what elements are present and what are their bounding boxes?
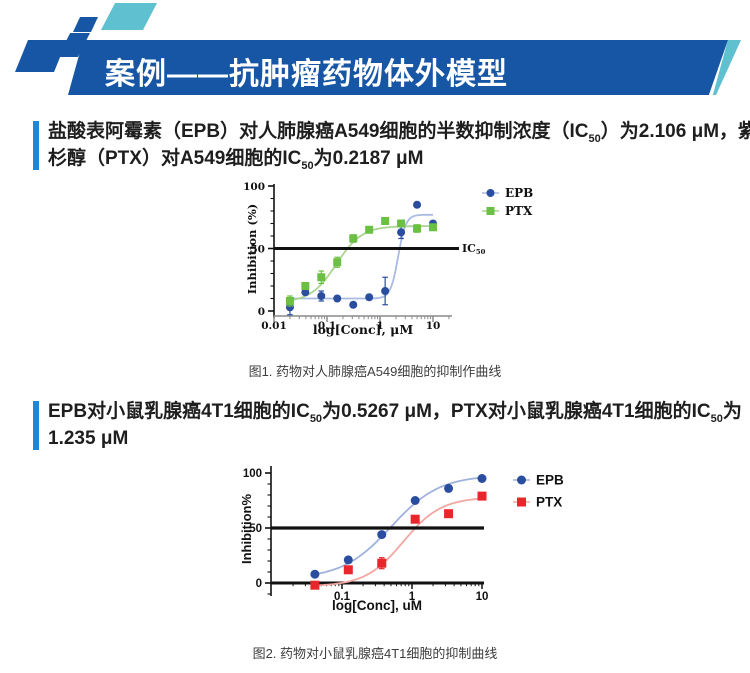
figure1-x-axis-label: log[Conc], μM	[313, 322, 413, 337]
figure2-point-PTX	[377, 558, 387, 568]
figure1-point-EPB	[301, 288, 310, 297]
figure2-point-EPB	[343, 555, 353, 565]
svg-text:1: 1	[409, 591, 416, 603]
figure2-y-axis-label: Inhibition%	[239, 494, 254, 564]
figure1-point-PTX	[317, 273, 326, 282]
ic50-line-label: IC50	[462, 242, 486, 256]
svg-text:10: 10	[426, 320, 441, 332]
figure1-point-EPB	[285, 303, 294, 312]
figure2-point-PTX	[310, 580, 320, 590]
figure1-point-PTX	[397, 219, 406, 228]
figure2-curve-PTX	[314, 497, 483, 587]
figure2: 0 50 100 0.1 1 10 log[Conc], uM Inhibition% EPB P…	[239, 466, 564, 613]
statement1-text: 为0.2187 μM	[313, 148, 424, 169]
statement1-text: ）为2.106 μM，紫	[600, 121, 750, 142]
statement1-text: 杉醇（PTX）对A549细胞的IC	[48, 148, 302, 169]
svg-text:100: 100	[243, 468, 262, 480]
figure2-point-PTX	[477, 491, 487, 501]
figure1-legend-PTX: PTX	[505, 204, 533, 218]
ic50-subscript: 50	[301, 160, 314, 172]
statement1-text: 盐酸表阿霉素（EPB）对人肺腺癌A549细胞的半数抑制浓度（IC	[48, 121, 589, 142]
figure1-point-PTX	[413, 224, 422, 233]
figure2-curve-EPB	[314, 476, 483, 576]
figure2-caption: 图2. 药物对小鼠乳腺癌4T1细胞的抑制曲线	[252, 646, 498, 661]
svg-text:50: 50	[250, 243, 265, 255]
header-banner: 案例——抗肿瘤药物体外模型	[68, 40, 728, 95]
figure1-legend-EPB: EPB	[505, 186, 533, 200]
svg-text:100: 100	[243, 181, 265, 193]
figure1-point-EPB	[397, 228, 406, 237]
svg-text:0: 0	[256, 578, 262, 590]
ic50-subscript: 50	[588, 133, 601, 145]
statement2-text: EPB对小鼠乳腺癌4T1细胞的IC	[48, 401, 310, 422]
statement-1: 盐酸表阿霉素（EPB）对人肺腺癌A549细胞的半数抑制浓度（IC50）为2.10…	[48, 118, 750, 172]
svg-text:0.1: 0.1	[318, 320, 336, 332]
svg-text:50: 50	[249, 523, 262, 535]
figure2-point-EPB	[477, 474, 487, 483]
figure1: 0 50 100 0.01 0.1 1 10 log[Conc], μM Inhibition …	[243, 181, 533, 337]
figure1-point-PTX	[381, 217, 390, 225]
svg-text:0.01: 0.01	[261, 320, 287, 332]
statement1-line1: 盐酸表阿霉素（EPB）对人肺腺癌A549细胞的半数抑制浓度（IC50）为2.10…	[48, 118, 750, 145]
figure2-point-PTX	[410, 514, 420, 524]
svg-text:0.1: 0.1	[334, 591, 351, 603]
figure1-point-EPB	[349, 300, 358, 309]
figure1-curve-EPB	[290, 213, 433, 300]
page-title: 案例——抗肿瘤药物体外模型	[105, 58, 508, 91]
figure2-legend-PTX: PTX	[536, 495, 562, 510]
statement2-line1: EPB对小鼠乳腺癌4T1细胞的IC50为0.5267 μM，PTX对小鼠乳腺癌4…	[48, 398, 742, 425]
ic50-subscript: 50	[710, 413, 723, 425]
figure1-point-PTX	[333, 258, 342, 267]
figure2-point-PTX	[444, 509, 454, 519]
deco-parallelogram-blue-small-1	[73, 17, 98, 32]
figure2-legend-EPB: EPB	[536, 473, 564, 488]
figure1-point-EPB	[333, 294, 342, 303]
figure1-point-PTX	[429, 223, 437, 232]
svg-text:10: 10	[476, 591, 489, 603]
statement2-text: 1.235 μM	[48, 428, 129, 449]
svg-text:1: 1	[376, 320, 383, 332]
statement2-line2: 1.235 μM	[48, 425, 742, 452]
figure2-point-EPB	[377, 530, 387, 540]
figure1-point-EPB	[365, 293, 374, 302]
figure1-point-EPB	[381, 287, 390, 295]
figure1-caption: 图1. 药物对人肺腺癌A549细胞的抑制作曲线	[248, 364, 502, 379]
figure1-curve-PTX	[289, 225, 433, 302]
figure1-point-EPB	[317, 292, 326, 300]
figure2-point-PTX	[343, 565, 353, 575]
figure1-point-PTX	[365, 225, 374, 234]
figure1-point-PTX	[301, 282, 310, 290]
svg-text:0: 0	[258, 306, 265, 318]
figure1-y-axis-label: Inhibition (%)	[245, 204, 259, 294]
figure2-point-EPB	[410, 496, 420, 505]
statement2-text: 为0.5267 μM，PTX对小鼠乳腺癌4T1细胞的IC	[322, 401, 711, 422]
ic50-subscript: 50	[309, 413, 323, 425]
statement2-accent-bar	[33, 401, 39, 450]
figure1-point-PTX	[285, 297, 294, 305]
figure2-point-EPB	[444, 483, 454, 493]
statement1-line2: 杉醇（PTX）对A549细胞的IC50为0.2187 μM	[48, 145, 750, 172]
statement1-accent-bar	[33, 121, 39, 170]
figure1-point-EPB	[413, 200, 422, 209]
figure1-point-PTX	[349, 234, 358, 243]
statement2-text: 为	[722, 401, 742, 422]
statement-2: EPB对小鼠乳腺癌4T1细胞的IC50为0.5267 μM，PTX对小鼠乳腺癌4…	[48, 398, 742, 452]
figure2-x-axis-label: log[Conc], uM	[332, 598, 422, 613]
figure2-point-EPB	[310, 569, 320, 579]
